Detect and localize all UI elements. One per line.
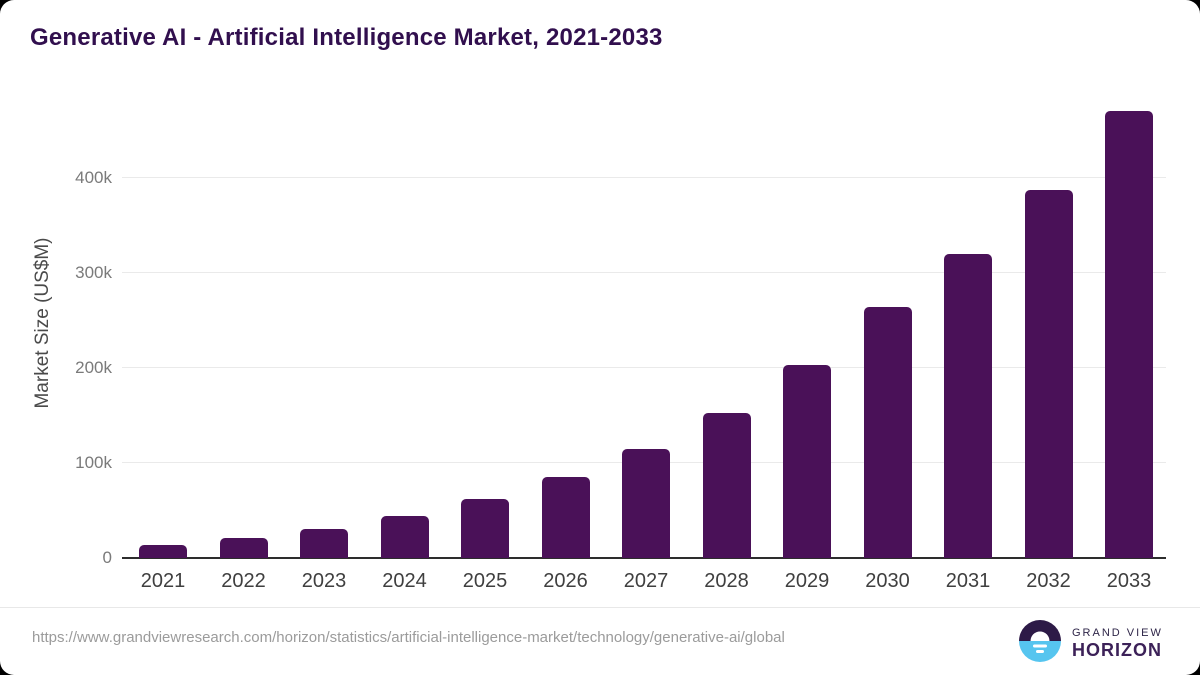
- sun-over-horizon-icon: [1018, 620, 1062, 667]
- bar-2028[interactable]: [702, 412, 751, 558]
- source-url: https://www.grandviewresearch.com/horizo…: [32, 629, 785, 646]
- bar-2023[interactable]: [300, 528, 348, 558]
- gridline-200k: [122, 367, 1166, 368]
- bar-2024[interactable]: [380, 516, 429, 558]
- x-tick-label-2026: 2026: [543, 570, 588, 592]
- brand-name-top: GRAND VIEW: [1072, 626, 1163, 639]
- bar-2021[interactable]: [139, 545, 187, 558]
- bar-2022[interactable]: [219, 537, 268, 558]
- x-tick-label-2025: 2025: [462, 570, 508, 592]
- brand-name-bottom: HORIZON: [1072, 639, 1162, 660]
- y-tick-label-0: 0: [102, 548, 112, 567]
- brand-logo: GRAND VIEW HORIZON: [1018, 620, 1163, 667]
- plot-area: [122, 100, 1166, 559]
- bar-2030[interactable]: [863, 306, 912, 558]
- y-tick-label-200k: 200k: [75, 358, 112, 377]
- bar-2033[interactable]: [1105, 111, 1153, 558]
- x-tick-label-2032: 2032: [1026, 570, 1071, 592]
- x-tick-label-2023: 2023: [301, 570, 347, 592]
- bar-2032[interactable]: [1024, 189, 1073, 558]
- x-tick-label-2031: 2031: [945, 570, 991, 592]
- y-axis-title: Market Size (US$M): [32, 237, 53, 409]
- x-tick-label-2022: 2022: [221, 570, 266, 592]
- x-tick-label-2030: 2030: [865, 570, 910, 592]
- y-tick-label-300k: 300k: [75, 263, 112, 282]
- y-tick-label-400k: 400k: [75, 168, 112, 187]
- x-tick-label-2029: 2029: [784, 570, 830, 592]
- x-tick-label-2021: 2021: [140, 570, 186, 592]
- bar-2031[interactable]: [944, 254, 992, 558]
- footer-divider: [0, 607, 1200, 608]
- x-tick-label-2028: 2028: [704, 570, 749, 592]
- gridline-400k: [122, 177, 1166, 178]
- x-axis-line: [122, 557, 1166, 559]
- bar-2029[interactable]: [783, 365, 831, 558]
- x-tick-label-2027: 2027: [623, 570, 669, 592]
- x-tick-label-2033: 2033: [1106, 570, 1152, 592]
- bar-2027[interactable]: [622, 449, 670, 558]
- gridline-300k: [122, 272, 1166, 273]
- bar-2026[interactable]: [541, 477, 590, 558]
- chart-title: Generative AI - Artificial Intelligence …: [30, 24, 663, 51]
- brand-text: GRAND VIEW HORIZON: [1072, 627, 1163, 661]
- x-tick-label-2024: 2024: [382, 570, 427, 592]
- y-tick-label-100k: 100k: [75, 453, 112, 472]
- bar-2025[interactable]: [461, 499, 509, 558]
